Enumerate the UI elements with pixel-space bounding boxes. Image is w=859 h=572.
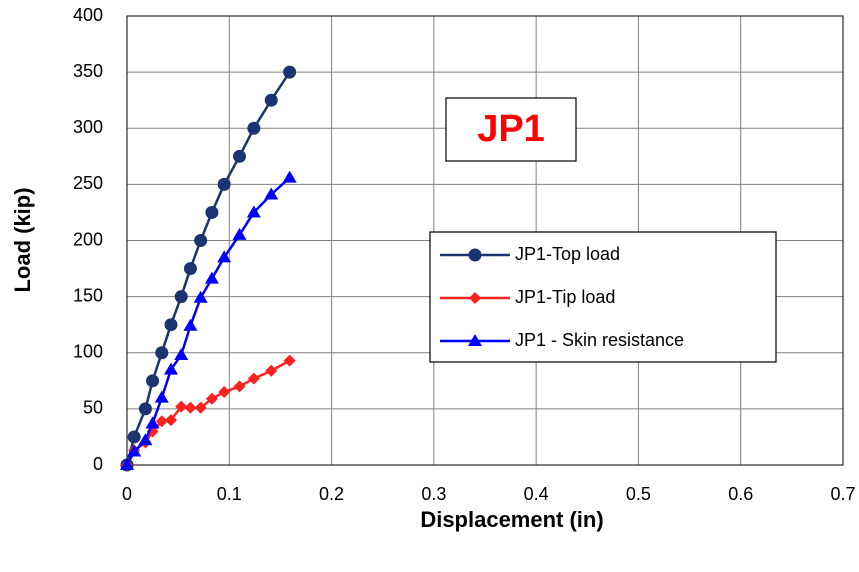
marker (174, 290, 188, 304)
marker (205, 205, 219, 219)
y-axis-label: Load (kip) (10, 187, 35, 292)
x-tick-label: 0.2 (319, 484, 344, 504)
marker (205, 392, 218, 405)
marker (283, 65, 297, 79)
annotation: JP1 (477, 108, 545, 150)
y-tick-label: 0 (93, 454, 103, 474)
marker (174, 347, 189, 360)
x-tick-label: 0.1 (217, 484, 242, 504)
marker (265, 364, 278, 377)
marker (183, 262, 197, 276)
marker (155, 415, 168, 428)
marker (194, 234, 208, 247)
marker (468, 248, 482, 262)
marker (146, 374, 160, 388)
marker (183, 318, 198, 331)
marker (217, 250, 232, 263)
marker (145, 416, 160, 429)
y-tick-label: 350 (73, 61, 103, 81)
marker (155, 346, 169, 360)
marker (120, 458, 134, 470)
marker (127, 444, 142, 457)
legend-label: JP1-Top load (515, 244, 620, 264)
x-tick-label: 0.5 (626, 484, 651, 504)
marker (247, 121, 261, 135)
marker (468, 334, 482, 346)
marker (218, 386, 231, 399)
y-tick-label: 100 (73, 342, 103, 362)
marker (264, 187, 279, 200)
marker (154, 390, 169, 403)
y-tick-label: 400 (73, 5, 103, 25)
marker (175, 400, 188, 413)
y-tick-label: 250 (73, 173, 103, 193)
marker (247, 372, 260, 385)
x-tick-label: 0.7 (830, 484, 855, 504)
x-tick-label: 0.3 (421, 484, 446, 504)
marker (204, 271, 219, 284)
x-tick-label: 0.4 (524, 484, 549, 504)
marker (164, 414, 177, 427)
x-axis-label: Displacement (in) (420, 507, 603, 532)
marker (233, 380, 246, 393)
x-tick-label: 0.6 (728, 484, 753, 504)
annotation-box (445, 97, 577, 162)
marker (282, 170, 297, 183)
marker (246, 205, 261, 218)
y-tick-label: 200 (73, 229, 103, 249)
marker (232, 227, 247, 240)
marker (194, 401, 207, 414)
marker (217, 177, 231, 191)
marker (264, 93, 278, 107)
x-tick-label: 0 (122, 484, 132, 504)
marker (233, 149, 247, 163)
marker (127, 430, 141, 444)
y-tick-label: 300 (73, 117, 103, 137)
y-tick-label: 50 (83, 398, 103, 418)
plot-border (126, 15, 844, 466)
legend-label: JP1 - Skin resistance (515, 330, 684, 350)
marker (184, 401, 197, 414)
marker (164, 318, 178, 332)
marker (283, 354, 296, 367)
legend-label: JP1-Tip load (515, 287, 615, 307)
marker (138, 402, 152, 416)
series-line (125, 71, 291, 466)
marker (193, 290, 208, 303)
marker (163, 362, 178, 375)
marker (138, 433, 153, 446)
y-tick-label: 150 (73, 285, 103, 305)
marker (469, 292, 481, 304)
